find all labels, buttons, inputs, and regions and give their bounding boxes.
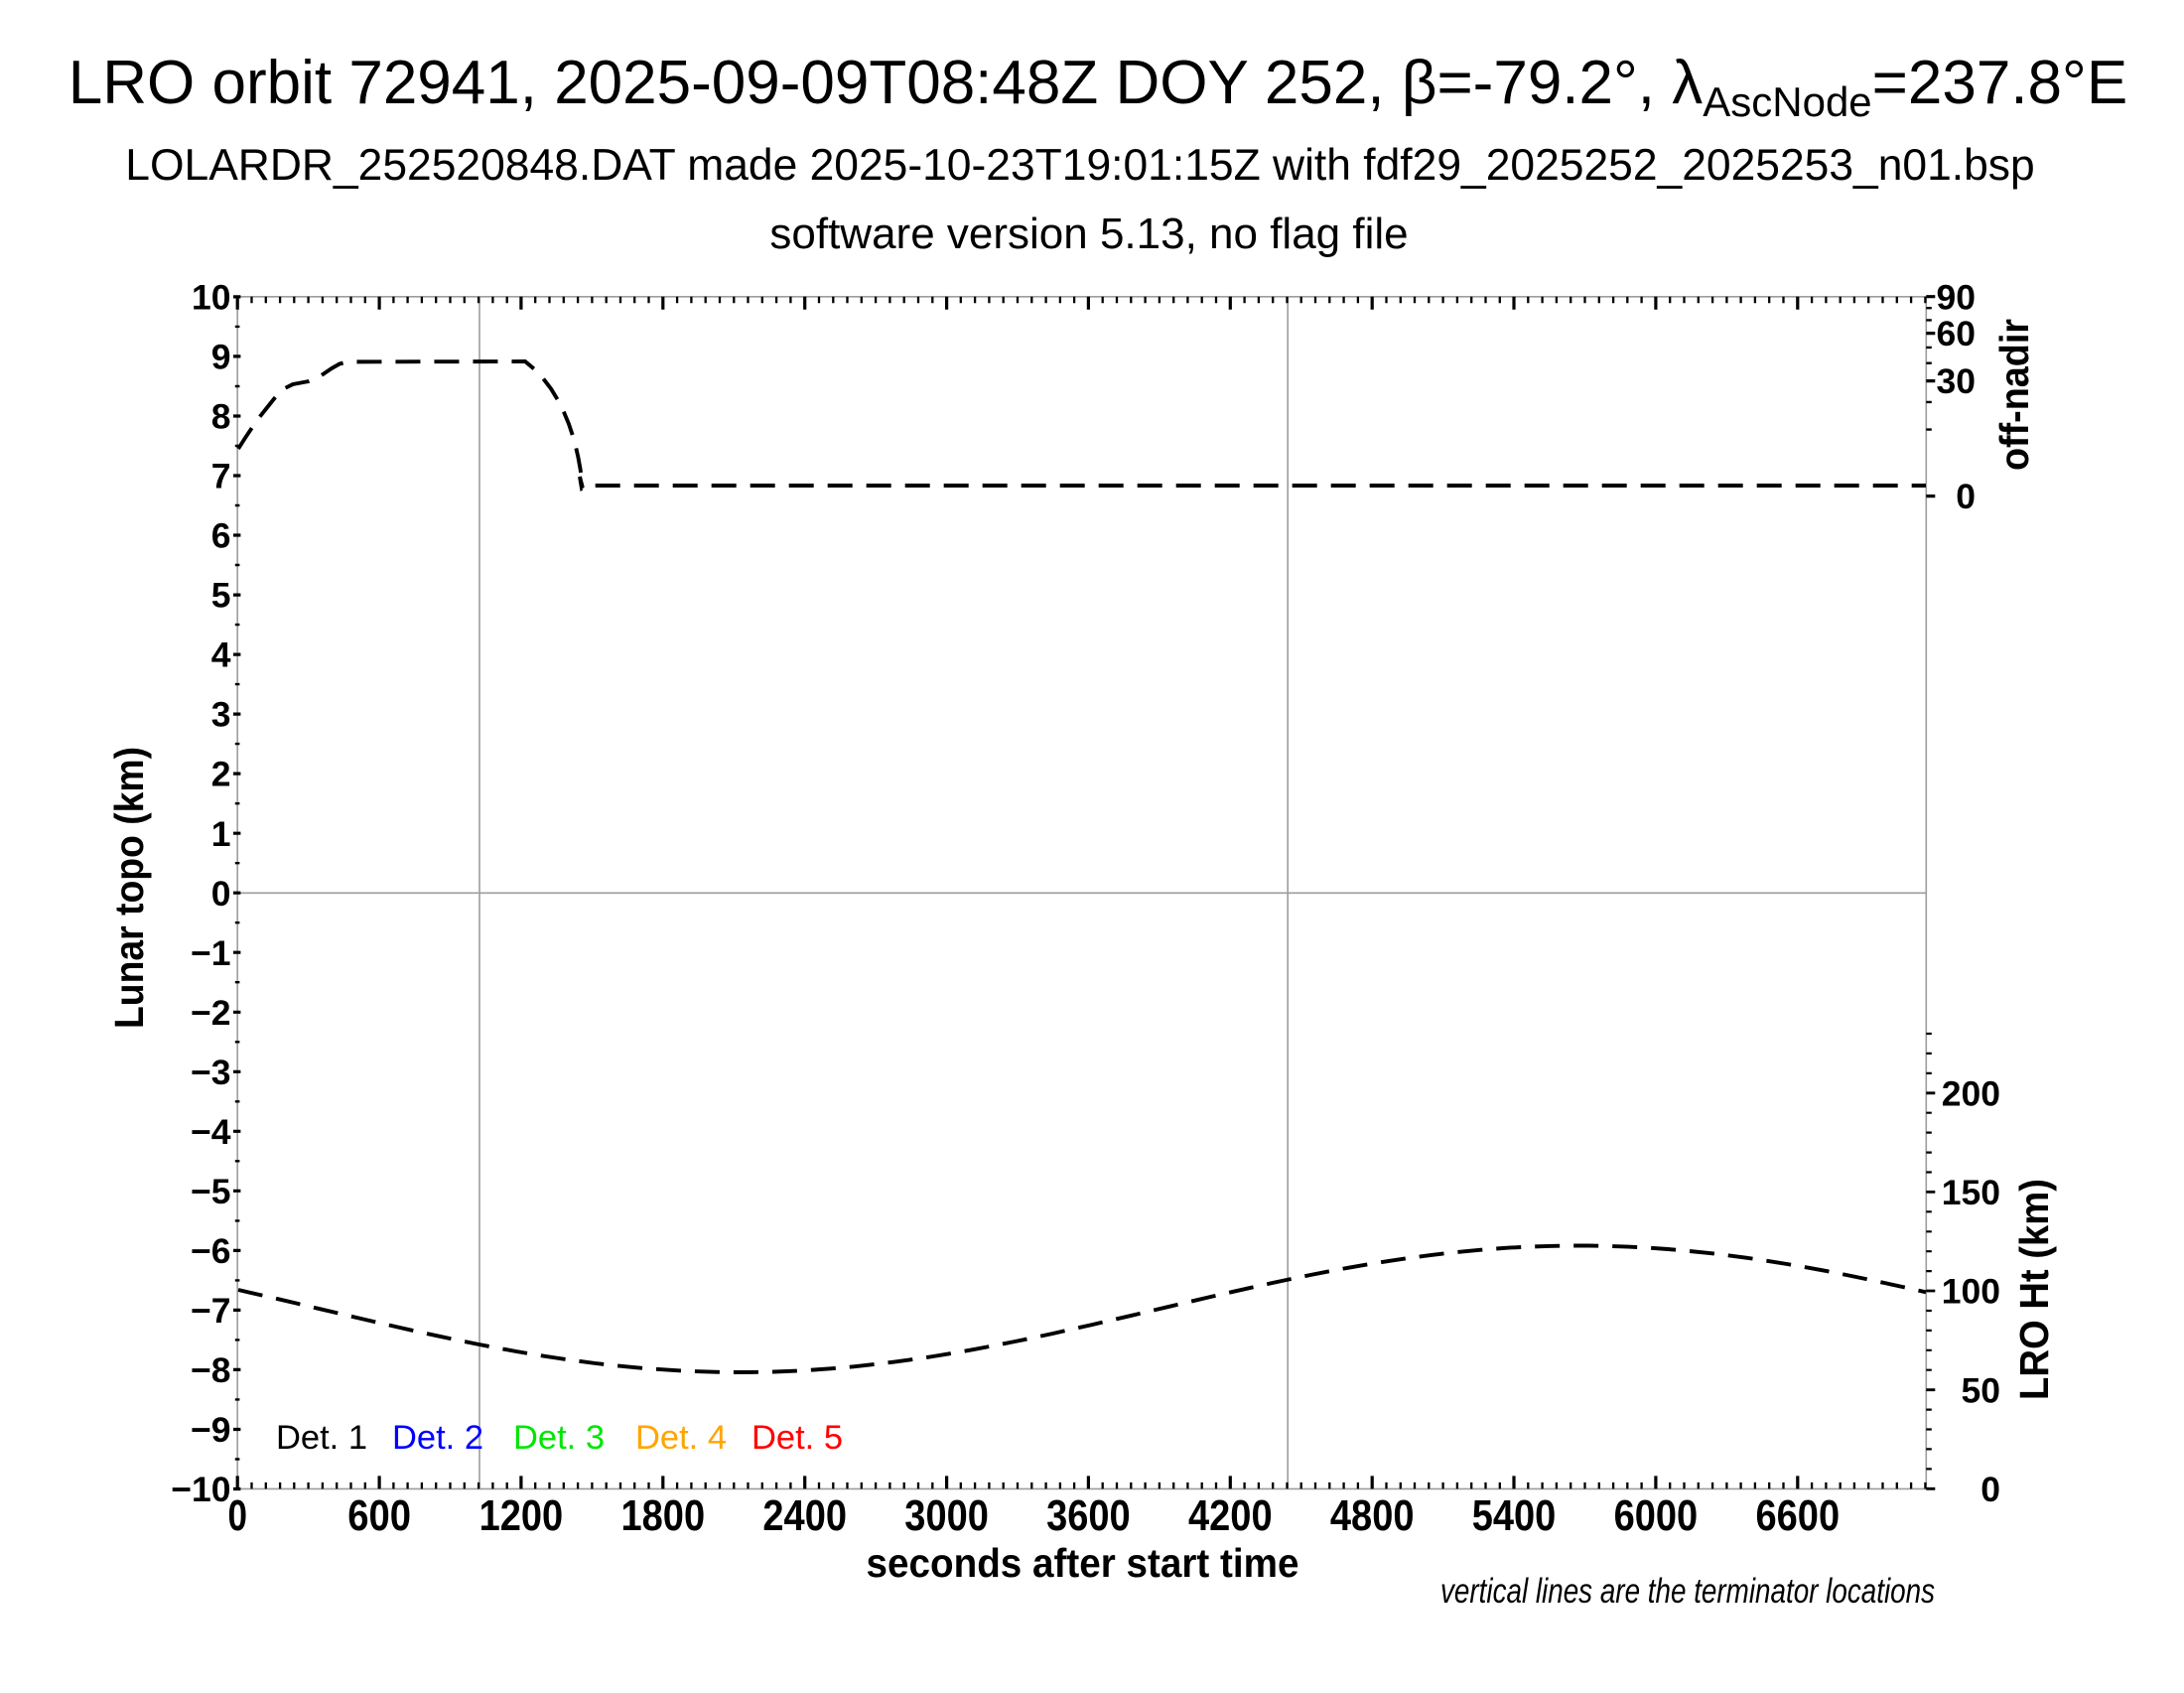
svg-text:3600: 3600 xyxy=(1046,1491,1131,1540)
svg-text:1: 1 xyxy=(211,814,231,854)
svg-text:150: 150 xyxy=(1942,1173,2000,1212)
svg-text:4800: 4800 xyxy=(1330,1491,1415,1540)
svg-text:vertical lines are the termina: vertical lines are the terminator locati… xyxy=(1440,1571,1935,1611)
svg-text:LRO Ht (km): LRO Ht (km) xyxy=(2011,1179,2057,1400)
svg-text:3000: 3000 xyxy=(904,1491,989,1540)
svg-text:9: 9 xyxy=(211,338,231,377)
svg-text:7: 7 xyxy=(211,457,231,496)
svg-text:90: 90 xyxy=(1937,277,1977,317)
svg-text:1200: 1200 xyxy=(479,1491,564,1540)
svg-text:200: 200 xyxy=(1942,1073,2000,1113)
svg-text:Det. 4: Det. 4 xyxy=(635,1419,727,1457)
svg-text:−9: −9 xyxy=(191,1410,230,1450)
svg-text:−8: −8 xyxy=(191,1350,230,1390)
svg-text:3: 3 xyxy=(211,695,231,735)
svg-text:4: 4 xyxy=(211,635,231,675)
svg-text:0: 0 xyxy=(1980,1470,2000,1509)
svg-text:6: 6 xyxy=(211,516,231,556)
svg-text:−4: −4 xyxy=(191,1112,231,1152)
svg-text:2: 2 xyxy=(211,755,231,794)
svg-text:50: 50 xyxy=(1962,1370,2001,1410)
svg-text:−10: −10 xyxy=(171,1470,230,1509)
svg-text:−5: −5 xyxy=(191,1172,230,1211)
svg-text:software version 5.13, no flag: software version 5.13, no flag file xyxy=(769,210,1408,258)
svg-text:100: 100 xyxy=(1942,1272,2000,1312)
svg-text:6000: 6000 xyxy=(1614,1491,1699,1540)
svg-text:4200: 4200 xyxy=(1188,1491,1273,1540)
svg-text:10: 10 xyxy=(192,278,231,318)
svg-text:0: 0 xyxy=(1956,477,1976,516)
svg-text:Det. 5: Det. 5 xyxy=(751,1419,843,1457)
svg-text:seconds after start time: seconds after start time xyxy=(867,1540,1299,1586)
svg-text:5: 5 xyxy=(211,576,231,616)
svg-text:2400: 2400 xyxy=(762,1491,847,1540)
svg-text:0: 0 xyxy=(227,1491,247,1540)
svg-text:Det. 3: Det. 3 xyxy=(513,1419,605,1457)
svg-text:−6: −6 xyxy=(191,1231,230,1271)
svg-text:0: 0 xyxy=(211,874,231,914)
svg-text:Lunar topo (km): Lunar topo (km) xyxy=(106,747,152,1029)
svg-text:5400: 5400 xyxy=(1472,1491,1557,1540)
svg-text:−1: −1 xyxy=(191,933,230,973)
svg-text:600: 600 xyxy=(347,1491,411,1540)
svg-text:6600: 6600 xyxy=(1756,1491,1841,1540)
svg-text:30: 30 xyxy=(1937,361,1977,401)
svg-text:60: 60 xyxy=(1937,314,1977,353)
svg-text:1800: 1800 xyxy=(621,1491,706,1540)
svg-text:Det. 2: Det. 2 xyxy=(392,1419,483,1457)
svg-text:LOLARDR_252520848.DAT made 202: LOLARDR_252520848.DAT made 2025-10-23T19… xyxy=(125,141,2034,190)
svg-text:−7: −7 xyxy=(191,1291,230,1331)
svg-text:off-nadir: off-nadir xyxy=(1991,319,2037,471)
svg-text:−3: −3 xyxy=(191,1053,230,1092)
svg-text:Det. 1: Det. 1 xyxy=(276,1419,367,1457)
svg-text:8: 8 xyxy=(211,397,231,437)
svg-text:−2: −2 xyxy=(191,993,230,1033)
